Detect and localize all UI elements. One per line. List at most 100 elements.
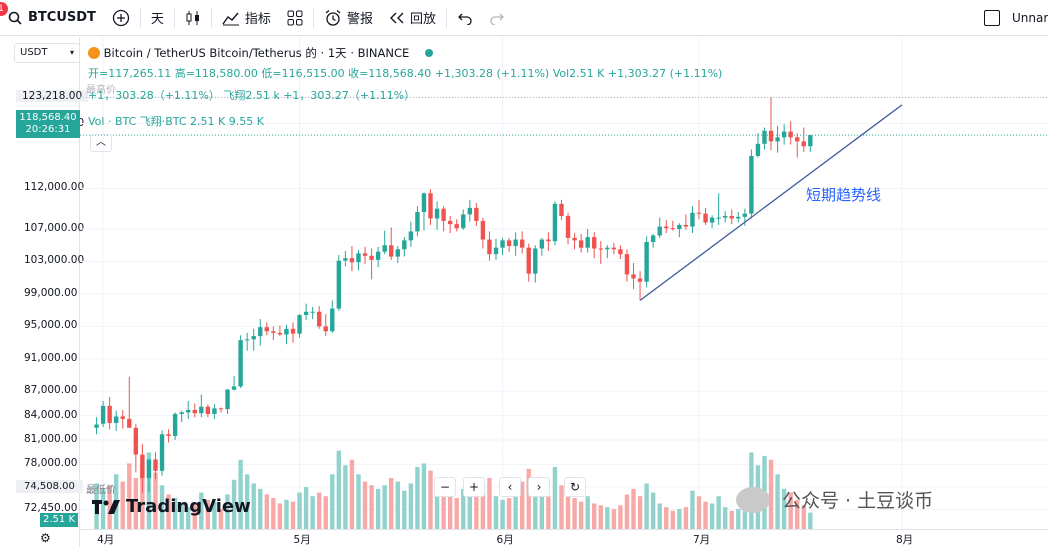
candle-body	[755, 143, 761, 156]
volume-bar	[343, 465, 348, 529]
candle-body	[389, 245, 394, 257]
layout-name-button[interactable]: Unnam	[976, 0, 1048, 36]
volume-bar	[709, 503, 715, 529]
volume-bar	[703, 501, 708, 529]
candle-body	[795, 137, 800, 142]
legend-title: Bitcoin / TetherUS Bitcoin/Tetherus 的 · …	[103, 46, 410, 60]
grid	[80, 37, 1048, 529]
compare-button[interactable]	[104, 0, 138, 36]
candle-body	[768, 130, 774, 142]
candle-body	[808, 135, 813, 147]
time-axis[interactable]: 4月 5月 6月 7月 8月	[80, 529, 1048, 547]
candle-body	[493, 247, 499, 255]
volume-bar	[447, 492, 453, 529]
chart-type-button[interactable]	[177, 0, 209, 36]
candle-body	[140, 454, 145, 479]
redo-icon	[490, 13, 504, 25]
volume-bar	[572, 498, 577, 529]
alert-button[interactable]: 警报	[316, 0, 381, 36]
candle-body	[231, 386, 237, 390]
volume-bar	[421, 463, 427, 529]
ohlc-row: 开=117,265.11 高=118,580.00 低=116,515.00 收…	[88, 67, 723, 80]
volume-bar	[244, 474, 250, 529]
collapse-legend-button[interactable]: ︿	[90, 134, 112, 152]
volume-bar	[179, 503, 184, 529]
templates-button[interactable]	[279, 0, 311, 36]
candle-body	[428, 193, 433, 219]
candle-body	[539, 239, 545, 249]
zoom-out-button[interactable]: −	[434, 477, 456, 497]
volume-bar	[716, 496, 721, 529]
wechat-watermark: 公众号 · 土豆谈币	[736, 486, 933, 513]
candle-body	[277, 332, 283, 335]
undo-button[interactable]	[449, 0, 481, 36]
candle-body	[762, 130, 767, 144]
volume-bar	[192, 503, 197, 529]
candle-body	[461, 214, 466, 229]
redo-button[interactable]	[481, 0, 513, 36]
candle-body	[664, 226, 669, 229]
settings-icon[interactable]: ⚙	[40, 531, 51, 545]
candle-body	[533, 248, 538, 274]
currency-select[interactable]: USDT ▾	[14, 43, 80, 63]
volume-bar	[199, 492, 204, 529]
candle-body	[683, 224, 689, 227]
symbol-search[interactable]: BTCUSDT	[0, 0, 104, 36]
candle-body	[749, 155, 754, 214]
volume-bar	[258, 488, 263, 529]
volume-bar	[592, 503, 597, 529]
indicators-label: 指标	[244, 12, 271, 27]
candle-body	[290, 328, 296, 334]
candles-icon	[186, 10, 199, 25]
candle-body	[487, 239, 492, 255]
volume-bar	[493, 496, 499, 529]
scroll-left-button[interactable]: ‹	[499, 477, 521, 497]
symbol-label: BTCUSDT	[28, 10, 96, 25]
reset-chart-button[interactable]: ↻	[564, 477, 586, 497]
candle-body	[781, 131, 787, 138]
candle-body	[552, 203, 558, 242]
current-price-badge: 118,568.40 20:26:31	[16, 110, 80, 138]
volume-bar	[218, 508, 224, 529]
toolbar-divider	[173, 7, 175, 28]
candle-body	[624, 254, 630, 275]
volume-bar	[402, 490, 407, 529]
scroll-right-button[interactable]: ›	[528, 477, 550, 497]
indicators-button[interactable]: 指标	[214, 0, 279, 36]
replay-button[interactable]: 回放	[381, 0, 444, 36]
candle-body	[598, 248, 603, 250]
volume-bar	[585, 496, 590, 529]
volume-bar	[781, 488, 787, 529]
candle-body	[703, 213, 708, 223]
price-chart[interactable]	[80, 37, 1048, 529]
zoom-in-button[interactable]: +	[463, 477, 485, 497]
price-tick-label: 84,000.00	[24, 408, 78, 421]
volume-bar	[434, 479, 440, 529]
candle-body	[696, 212, 702, 214]
time-tick-label: 5月	[293, 534, 311, 546]
candle-body	[297, 315, 302, 334]
price-tick-label: 99,000.00	[24, 286, 78, 299]
candle-body	[375, 251, 381, 260]
volume-bar	[611, 508, 617, 529]
price-tick-label: 72,450.00	[24, 502, 78, 515]
candle-body	[736, 216, 741, 219]
candle-body	[434, 208, 440, 219]
candle-body	[330, 308, 335, 332]
chart-area[interactable]: USDT ▾ 123,218.00120,000.00112,000.00107…	[0, 37, 1048, 547]
time-tick-label: 8月	[896, 534, 914, 546]
candle-body	[218, 408, 224, 410]
volume-bar	[133, 477, 139, 529]
volume-bar	[618, 505, 623, 529]
candle-body	[356, 253, 361, 263]
candle-body	[336, 260, 342, 309]
price-axis[interactable]: USDT ▾ 123,218.00120,000.00112,000.00107…	[0, 37, 89, 547]
indicators-icon	[222, 12, 239, 25]
volume-bar	[382, 485, 387, 529]
volume-bar	[231, 479, 237, 529]
volume-bar	[408, 483, 414, 529]
interval-button[interactable]: 天	[143, 0, 172, 36]
volume-bar	[552, 467, 558, 529]
candle-body	[244, 339, 250, 341]
rewind-icon	[389, 12, 404, 23]
